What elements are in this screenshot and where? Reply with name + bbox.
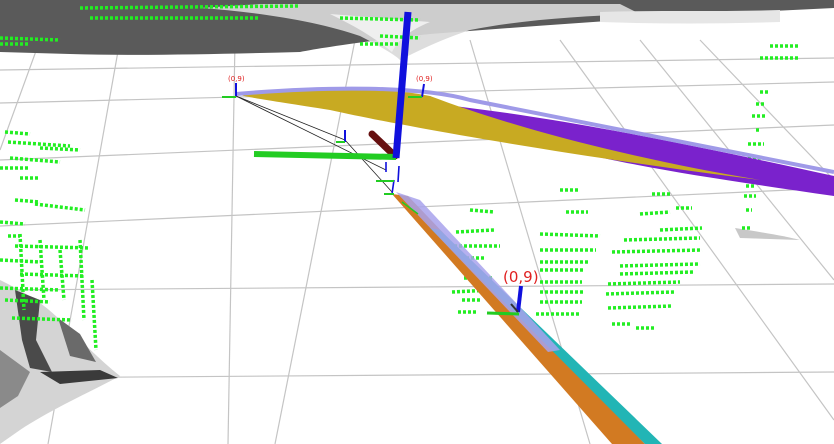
point-cloud-segment (4, 130, 31, 136)
point-marker-icon (222, 83, 523, 316)
path-lavender-top (235, 86, 834, 174)
point-cloud-segment (611, 248, 703, 254)
axis-x-arm (368, 130, 399, 160)
point-cloud-segment (19, 272, 86, 278)
waypoint-labels: (0,9) (0,9) (0,9) (228, 75, 539, 286)
point-cloud-segment (14, 244, 91, 250)
path-layer (235, 86, 834, 444)
point-cloud-segment (4, 298, 51, 304)
point-cloud-segment (455, 228, 495, 234)
axis-marker-icon[interactable] (253, 11, 412, 160)
occupancy-map-bottom-left (0, 280, 120, 444)
point-cloud-segment (78, 239, 86, 321)
axis-y-arm (253, 151, 397, 160)
point-cloud-segment (11, 316, 73, 322)
point-cloud-segment (38, 239, 46, 301)
point-cloud-segment (469, 208, 495, 214)
point-cloud-segment (607, 304, 673, 310)
point-cloud-segment (79, 4, 301, 10)
point-cloud-segment (7, 140, 71, 148)
point-cloud-segment (18, 233, 26, 311)
point-cloud-segment (619, 262, 701, 268)
occupancy-map-right-smear (735, 228, 800, 240)
waypoint-label-left: (0,9) (228, 75, 245, 83)
point-cloud-segment (379, 34, 421, 40)
path-purple (236, 93, 834, 196)
point-cloud-segment (0, 220, 26, 226)
point-cloud-segment (9, 156, 61, 164)
point-cloud-segment (58, 249, 66, 301)
point-cloud-segment (0, 286, 61, 292)
occupancy-map-top (0, 0, 834, 60)
point-cloud-segment (659, 226, 703, 232)
waypoint-label-main: (0,9) (503, 268, 539, 286)
point-cloud-segment (39, 146, 81, 152)
waypoint-label-right: (0,9) (416, 75, 433, 83)
point-cloud-segment (605, 290, 675, 296)
point-cloud-segment (90, 279, 98, 351)
point-cloud-segment (14, 198, 41, 204)
point-cloud-segment (619, 270, 695, 276)
axis-z-arm (392, 11, 412, 159)
point-cloud-segment (0, 36, 61, 42)
point-cloud-segment (607, 280, 681, 286)
point-cloud-segment (34, 202, 86, 212)
point-cloud-segment (539, 232, 601, 238)
point-cloud-segment (639, 210, 671, 216)
point-cloud-segment (623, 236, 701, 242)
path-gold (236, 88, 760, 180)
